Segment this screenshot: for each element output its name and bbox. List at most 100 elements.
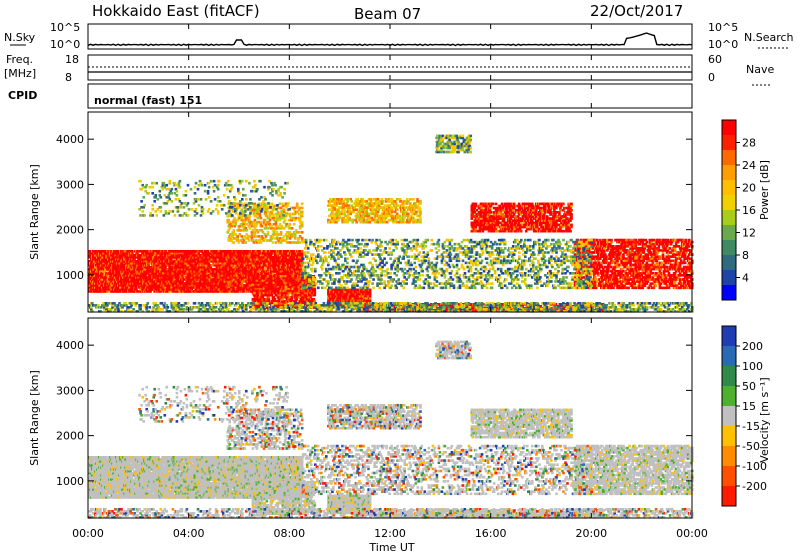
range-cell [149, 268, 152, 271]
range-cell [213, 276, 217, 279]
range-cell [248, 262, 252, 265]
range-cell [150, 258, 153, 261]
range-cell [257, 252, 261, 255]
range-cell [139, 256, 142, 259]
range-cell [219, 264, 223, 267]
range-cell [120, 276, 123, 279]
range-cell [107, 280, 110, 283]
range-cell [163, 256, 166, 259]
range-cell [187, 256, 190, 259]
range-cell [176, 276, 179, 279]
range-cell [128, 290, 131, 293]
range-cell [218, 262, 222, 265]
range-cell [106, 272, 109, 275]
range-cell [249, 290, 253, 293]
range-cell [195, 262, 199, 265]
range-cell [144, 256, 147, 259]
noise-tick-right-bottom: 10^0 [708, 38, 738, 51]
range-cell [135, 286, 138, 289]
range-cell [264, 266, 268, 269]
range-cell [138, 262, 141, 265]
range-cell [141, 258, 144, 261]
range-cell [202, 290, 206, 293]
range-cell [266, 270, 270, 273]
range-cell [133, 258, 136, 261]
range-cell [96, 272, 99, 275]
noise-tick-left-top: 10^5 [50, 21, 80, 34]
range-cell [219, 252, 223, 255]
range-cell [185, 262, 188, 265]
range-cell [136, 272, 139, 275]
range-cell [154, 266, 157, 269]
range-cell [141, 256, 144, 259]
range-cell [171, 276, 174, 279]
range-cell [190, 262, 193, 265]
range-cell [125, 276, 128, 279]
range-cell [120, 254, 123, 257]
range-cell [122, 286, 125, 289]
range-cell [149, 252, 152, 255]
range-cell [110, 262, 113, 265]
range-cell [202, 252, 206, 255]
range-cell [155, 278, 158, 281]
range-cell [174, 256, 177, 259]
freq-tick-bottom: 8 [65, 71, 72, 84]
range-cell [246, 272, 250, 275]
range-cell [102, 262, 105, 265]
range-cell [213, 252, 217, 255]
range-cell [120, 272, 123, 275]
range-cell [147, 270, 150, 273]
range-cell [226, 280, 230, 283]
range-cell [194, 266, 198, 269]
range-cell [188, 276, 191, 279]
range-cell [184, 250, 187, 253]
range-cell [192, 262, 195, 265]
range-cell [136, 252, 139, 255]
range-cell [171, 270, 174, 273]
range-cell [119, 286, 122, 289]
range-cell [124, 278, 127, 281]
range-cell [126, 250, 129, 253]
range-cell [169, 276, 172, 279]
range-cell [193, 260, 197, 263]
range-cell [192, 252, 195, 255]
range-cell [156, 250, 159, 253]
range-cell [207, 268, 211, 271]
range-cell [240, 262, 244, 265]
range-cell [198, 260, 202, 263]
range-cell [259, 254, 263, 257]
range-cell [257, 270, 261, 273]
range-cell [91, 260, 94, 263]
range-cell [164, 268, 167, 271]
range-cell [153, 278, 156, 281]
range-cell [261, 254, 265, 257]
range-cell [196, 278, 200, 281]
range-cell [164, 286, 167, 289]
range-cell [174, 282, 177, 285]
range-cell [222, 284, 226, 287]
range-cell [114, 254, 117, 257]
range-cell [247, 282, 251, 285]
range-cell [168, 252, 171, 255]
range-cell [208, 284, 212, 287]
range-cell [186, 268, 189, 271]
range-cell [220, 254, 224, 257]
range-cell [173, 288, 176, 291]
range-cell [225, 250, 229, 253]
range-cell [184, 252, 187, 255]
range-cell [241, 268, 245, 271]
range-cell [189, 268, 192, 271]
range-cell [139, 250, 142, 253]
range-cell [138, 274, 141, 277]
range-cell [190, 288, 193, 291]
range-cell [157, 268, 160, 271]
range-cell [103, 256, 106, 259]
range-cell [243, 270, 247, 273]
range-cell [222, 262, 226, 265]
range-cell [251, 258, 255, 261]
range-cell [145, 254, 148, 257]
noise-tick-right-top: 10^5 [708, 21, 738, 34]
range-cell [240, 278, 244, 281]
range-cell [236, 290, 240, 293]
range-cell [96, 278, 99, 281]
